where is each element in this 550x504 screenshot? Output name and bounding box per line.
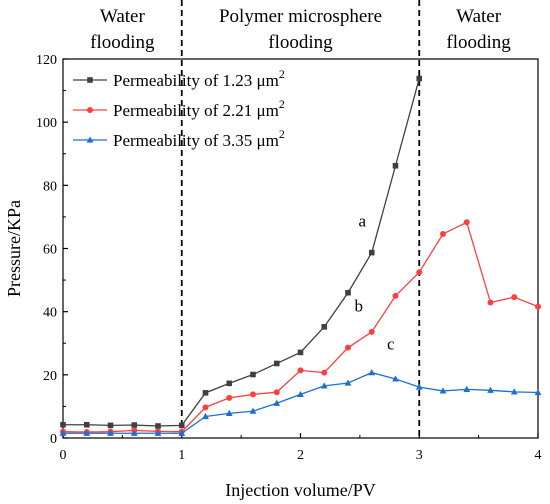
x-axis-title: Injection volume/PV — [225, 480, 375, 500]
curve-label-a: a — [358, 211, 366, 230]
x-tick-label: 2 — [297, 448, 304, 463]
series-3 — [59, 369, 542, 436]
legend-marker-1 — [87, 77, 93, 83]
y-axis-title: Pressure/KPa — [4, 200, 24, 297]
series-3-point — [249, 407, 257, 414]
series-1-point — [416, 75, 423, 82]
series-2-point — [368, 328, 375, 335]
series-1 — [60, 75, 423, 429]
stage-label-1-line-1: Water — [100, 6, 146, 27]
curve-label-b: b — [354, 297, 363, 316]
series-2-point — [250, 391, 256, 398]
y-tick-label: 100 — [36, 116, 57, 131]
series-1-point — [83, 421, 90, 428]
series-line-2 — [62, 221, 539, 433]
legend: Permeability of 1.23 μm2 Permeability of … — [73, 67, 285, 150]
series-2-point — [226, 394, 233, 401]
curve-label-c: c — [387, 335, 395, 354]
y-tick-label: 80 — [43, 179, 57, 194]
legend-marker-2 — [87, 107, 93, 113]
stage-label-1-line-2: flooding — [90, 32, 155, 53]
series-3-point — [178, 429, 186, 436]
series-2-point — [297, 367, 304, 374]
series-3-point — [439, 387, 447, 394]
series-1-point — [392, 162, 399, 169]
x-tick-label: 1 — [178, 448, 185, 463]
legend-label-2: Permeability of 2.21 μm2 — [113, 97, 285, 120]
series-2-point — [511, 294, 518, 301]
series-3-point — [59, 429, 67, 436]
series-3-point — [273, 399, 281, 406]
series-1-point — [345, 289, 351, 296]
data-series — [59, 75, 542, 436]
series-1-point — [155, 423, 161, 429]
series-1-point — [273, 360, 280, 367]
series-1-point — [60, 421, 66, 428]
y-tick-label: 20 — [43, 369, 57, 384]
series-1-point — [297, 349, 304, 356]
stage-labels: Water flooding Polymer microsphere flooding… — [90, 6, 511, 53]
y-tick-label: 0 — [50, 432, 57, 447]
series-2-point — [463, 219, 470, 226]
annotations: a b c — [354, 211, 395, 353]
series-3-point — [297, 390, 304, 398]
series-3-point — [225, 409, 233, 416]
series-1-point — [178, 422, 185, 429]
series-1-point — [250, 371, 256, 378]
series-3-point — [487, 386, 494, 393]
series-1-point — [131, 422, 138, 428]
series-1-point — [202, 390, 209, 396]
series-2 — [60, 219, 541, 435]
stage-label-3-line-1: Water — [456, 6, 502, 27]
series-2-point — [487, 299, 494, 306]
legend-label-3: Permeability of 3.35 μm2 — [113, 127, 285, 150]
legend-label-1: Permeability of 1.23 μm2 — [113, 67, 285, 90]
series-3-point — [83, 429, 91, 436]
series-2-point — [273, 389, 280, 396]
x-tick-label: 3 — [416, 448, 423, 463]
x-tick-label: 0 — [60, 448, 67, 463]
series-1-point — [226, 380, 233, 387]
stage-label-3-line-2: flooding — [446, 32, 511, 53]
series-3-point — [534, 388, 542, 396]
y-tick-label: 60 — [43, 243, 57, 258]
stage-label-2-line-1: Polymer microsphere — [219, 6, 382, 27]
series-2-point — [416, 269, 423, 276]
series-3-point — [463, 385, 471, 392]
series-1-point — [368, 249, 375, 256]
series-2-point — [392, 292, 399, 299]
series-line-1 — [63, 78, 420, 427]
series-1-point — [321, 324, 328, 330]
x-tick-label: 4 — [535, 448, 542, 463]
series-3-point — [368, 369, 376, 376]
stage-label-2-line-2: flooding — [268, 32, 333, 53]
series-3-point — [510, 388, 518, 395]
series-3-point — [344, 379, 352, 386]
series-2-point — [202, 404, 209, 411]
y-tick-label: 120 — [36, 53, 57, 68]
series-2-point — [345, 344, 351, 351]
series-3-point — [415, 383, 423, 390]
series-1-point — [107, 422, 114, 429]
series-2-point — [535, 303, 541, 310]
series-3-point — [392, 375, 399, 382]
series-3-point — [154, 429, 162, 436]
series-3-point — [107, 429, 114, 436]
series-3-point — [202, 412, 209, 420]
series-3-point — [320, 382, 328, 389]
y-tick-label: 40 — [43, 306, 57, 321]
series-3-point — [130, 429, 138, 436]
series-2-point — [440, 230, 446, 237]
series-2-point — [321, 369, 328, 376]
legend-marker-3 — [86, 136, 94, 143]
